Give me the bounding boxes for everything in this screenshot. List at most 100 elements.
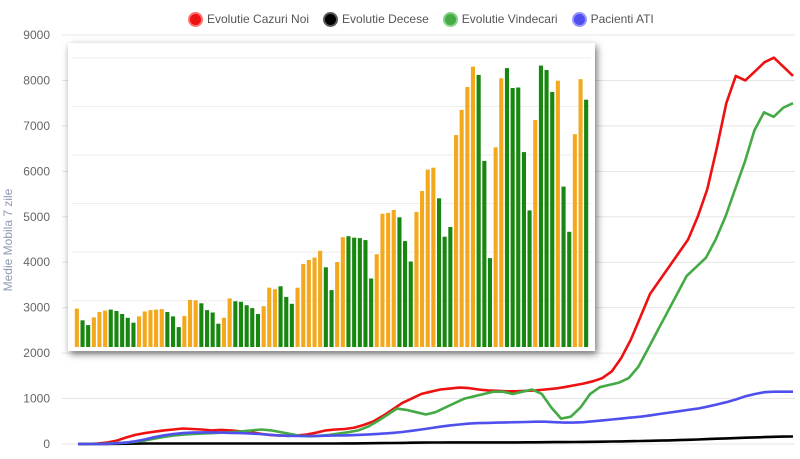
inset-bar[interactable] [108, 309, 113, 347]
inset-bar[interactable] [493, 147, 498, 347]
inset-bar[interactable] [408, 261, 413, 348]
inset-bar[interactable] [357, 238, 362, 347]
series-line[interactable] [78, 56, 794, 446]
inset-bar[interactable] [397, 217, 402, 347]
inset-bar[interactable] [74, 308, 79, 347]
inset-bar[interactable] [284, 296, 289, 347]
inset-bar[interactable] [142, 311, 147, 348]
inset-bar[interactable] [171, 316, 176, 347]
inset-bar[interactable] [193, 300, 198, 347]
inset-bar[interactable] [301, 263, 306, 347]
inset-bar[interactable] [391, 210, 396, 347]
inset-bar[interactable] [550, 91, 555, 348]
inset-bar[interactable] [533, 120, 538, 347]
inset-bar[interactable] [352, 237, 357, 347]
inset-bar[interactable] [176, 327, 181, 347]
inset-bar[interactable] [465, 87, 470, 347]
legend-item[interactable]: Evolutie Vindecari [442, 11, 558, 27]
inset-bar[interactable] [510, 88, 515, 347]
inset-bar[interactable] [487, 258, 492, 347]
inset-bar[interactable] [323, 267, 328, 347]
inset-bar[interactable] [289, 303, 294, 347]
inset-bar[interactable] [516, 87, 521, 348]
inset-bar[interactable] [363, 240, 368, 347]
inset-bar[interactable] [329, 290, 334, 347]
inset-bar[interactable] [131, 322, 136, 347]
inset-bar[interactable] [80, 320, 85, 347]
inset-bar[interactable] [261, 306, 266, 347]
inset-bar[interactable] [470, 66, 475, 347]
inset-bar[interactable] [454, 135, 459, 347]
inset-bar[interactable] [86, 325, 91, 347]
inset-bar[interactable] [227, 298, 232, 347]
inset-bar[interactable] [137, 316, 142, 347]
inset-bar[interactable] [561, 186, 566, 347]
inset-bar[interactable] [210, 312, 215, 348]
inset-bar[interactable] [578, 79, 583, 347]
inset-bar[interactable] [221, 317, 226, 347]
series-line[interactable] [78, 390, 793, 446]
inset-bar[interactable] [527, 210, 532, 347]
inset-bar[interactable] [278, 286, 283, 347]
inset-bar[interactable] [97, 312, 102, 347]
inset-bar[interactable] [346, 236, 351, 347]
inset-bar[interactable] [148, 310, 153, 347]
inset-bar[interactable] [165, 312, 170, 347]
inset-bar[interactable] [295, 287, 300, 347]
inset-bar[interactable] [238, 301, 243, 347]
inset-bar[interactable] [244, 305, 249, 347]
inset-bar[interactable] [199, 303, 204, 347]
inset-bar[interactable] [125, 317, 130, 347]
inset-bar[interactable] [504, 68, 509, 347]
inset-bar[interactable] [318, 250, 323, 347]
inset-bar[interactable] [476, 74, 481, 348]
inset-bar[interactable] [188, 299, 193, 347]
series-line[interactable] [78, 102, 794, 446]
inset-bar[interactable] [459, 109, 464, 348]
inset-bar[interactable] [340, 237, 345, 347]
inset-bar[interactable] [442, 236, 447, 347]
y-tick-label: 8000 [23, 73, 50, 87]
inset-bar[interactable] [216, 323, 221, 347]
inset-bar[interactable] [182, 315, 187, 347]
inset-bar[interactable] [120, 314, 125, 347]
inset-bar[interactable] [255, 314, 260, 347]
series-line[interactable] [78, 435, 794, 446]
inset-bar[interactable] [521, 152, 526, 347]
inset-bar[interactable] [250, 308, 255, 347]
inset-bar[interactable] [205, 310, 210, 347]
inset-bar[interactable] [448, 227, 453, 347]
inset-bar[interactable] [572, 134, 577, 347]
inset-bar[interactable] [374, 254, 379, 347]
inset-bar[interactable] [567, 231, 572, 347]
inset-bar[interactable] [437, 198, 442, 347]
inset-bar[interactable] [499, 78, 504, 348]
inset-bar[interactable] [403, 241, 408, 347]
inset-bar[interactable] [425, 169, 430, 347]
inset-bar[interactable] [312, 257, 317, 347]
inset-bar[interactable] [544, 70, 549, 347]
legend-item[interactable]: Evolutie Decese [323, 11, 429, 27]
inset-bar[interactable] [306, 260, 311, 347]
inset-bar[interactable] [555, 80, 560, 347]
inset-bar[interactable] [114, 311, 119, 347]
legend-item[interactable]: Evolutie Cazuri Noi [188, 11, 309, 27]
inset-bar[interactable] [91, 317, 96, 347]
inset-bar[interactable] [267, 287, 272, 347]
inset-bar[interactable] [380, 213, 385, 347]
inset-bar[interactable] [159, 309, 164, 347]
inset-bar[interactable] [386, 212, 391, 347]
inset-bar[interactable] [431, 167, 436, 347]
inset-bar[interactable] [233, 301, 238, 347]
inset-bar[interactable] [154, 309, 159, 347]
inset-bar[interactable] [420, 191, 425, 347]
inset-bar[interactable] [584, 99, 589, 347]
inset-bar[interactable] [335, 262, 340, 347]
legend-item[interactable]: Pacienti ATI [571, 11, 654, 27]
inset-bar[interactable] [482, 160, 487, 347]
inset-bar[interactable] [272, 289, 277, 347]
inset-bar[interactable] [414, 211, 419, 347]
inset-bar[interactable] [538, 65, 543, 347]
inset-bar[interactable] [103, 310, 108, 347]
inset-bar[interactable] [369, 278, 374, 348]
